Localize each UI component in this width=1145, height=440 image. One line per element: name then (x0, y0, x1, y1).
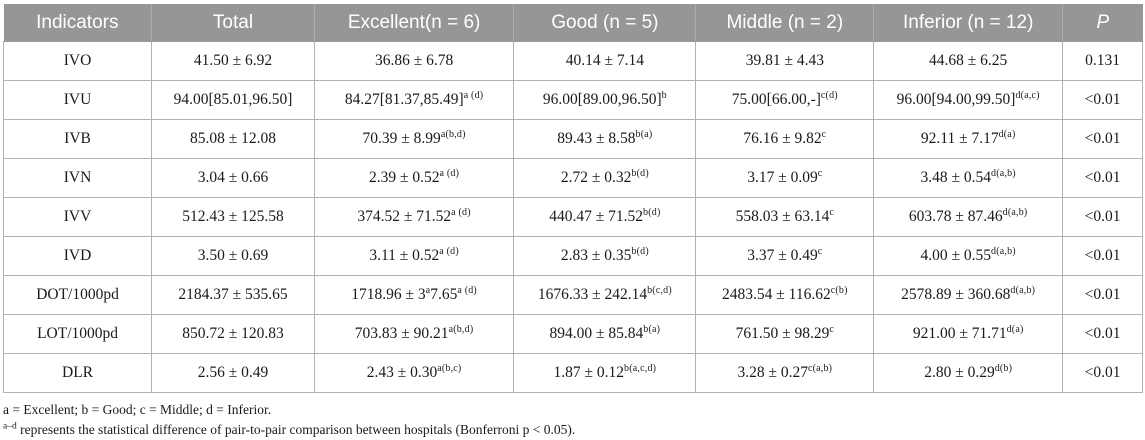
value-cell: 603.78 ± 87.46d(a,b) (873, 197, 1064, 237)
p-value-cell: <0.01 (1062, 236, 1143, 276)
value-cell: 850.72 ± 120.83 (151, 314, 315, 354)
value-cell: 89.43 ± 8.58b(a) (513, 119, 697, 159)
value-cell: 894.00 ± 85.84b(a) (513, 314, 697, 354)
value-cell: 2578.89 ± 360.68d(a,b) (873, 275, 1064, 315)
value-cell: 2.80 ± 0.29d(b) (873, 353, 1064, 393)
table-body: IVO 41.50 ± 6.92 36.86 ± 6.78 40.14 ± 7.14 3… (2, 41, 1143, 393)
value-cell: 76.16 ± 9.82c (695, 119, 875, 159)
value-cell: 921.00 ± 71.71d(a) (873, 314, 1064, 354)
p-value-cell: <0.01 (1062, 158, 1143, 198)
value-cell: 4.00 ± 0.55d(a,b) (873, 236, 1064, 276)
footnote-significance: a–d represents the statistical differenc… (3, 421, 576, 437)
value-cell: 2.72 ± 0.32b(d) (513, 158, 697, 198)
column-header-middle: Middle (n = 2) (695, 4, 875, 42)
p-value-cell: <0.01 (1062, 275, 1143, 315)
value-cell: 84.27[81.37,85.49]a (d) (313, 80, 515, 120)
value-cell: 85.08 ± 12.08 (151, 119, 315, 159)
value-cell: 2.39 ± 0.52a (d) (313, 158, 515, 198)
value-cell: 39.81 ± 4.43 (695, 41, 875, 81)
value-cell: 94.00[85.01,96.50] (151, 80, 315, 120)
summary-table: Indicators Total Excellent(n = 6) Good (… (2, 4, 1143, 393)
footnotes: a = Excellent; b = Good; c = Middle; d =… (3, 400, 1145, 440)
column-header-total: Total (151, 4, 315, 42)
value-cell: 40.14 ± 7.14 (513, 41, 697, 81)
value-cell: 41.50 ± 6.92 (151, 41, 315, 81)
p-value-cell: <0.01 (1062, 80, 1143, 120)
value-cell: 3.04 ± 0.66 (151, 158, 315, 198)
value-cell: 512.43 ± 125.58 (151, 197, 315, 237)
value-cell: 3.48 ± 0.54d(a,b) (873, 158, 1064, 198)
value-cell: 70.39 ± 8.99a(b,d) (313, 119, 515, 159)
table-row: LOT/1000pd 850.72 ± 120.83 703.83 ± 90.21a… (2, 314, 1143, 354)
value-cell: 3.28 ± 0.27c(a,b) (695, 353, 875, 393)
p-value-cell: <0.01 (1062, 353, 1143, 393)
indicator-cell: LOT/1000pd (2, 314, 153, 354)
value-cell: 3.11 ± 0.52a (d) (313, 236, 515, 276)
indicator-cell: IVO (2, 41, 153, 81)
value-cell: 2184.37 ± 535.65 (151, 275, 315, 315)
table-row: IVO 41.50 ± 6.92 36.86 ± 6.78 40.14 ± 7.14 3… (2, 41, 1143, 81)
table-row: IVD 3.50 ± 0.69 3.11 ± 0.52a (d) 2.83 ± 0.3… (2, 236, 1143, 276)
value-cell: 96.00[89.00,96.50]b (513, 80, 697, 120)
value-cell: 1676.33 ± 242.14b(c,d) (513, 275, 697, 315)
value-cell: 92.11 ± 7.17d(a) (873, 119, 1064, 159)
table-row: IVV 512.43 ± 125.58 374.52 ± 71.52a (d) 440… (2, 197, 1143, 237)
table-row: DOT/1000pd 2184.37 ± 535.65 1718.96 ± 3a7.… (2, 275, 1143, 315)
value-cell: 2.43 ± 0.30a(b,c) (313, 353, 515, 393)
p-value-cell: 0.131 (1062, 41, 1143, 81)
table-row: IVB 85.08 ± 12.08 70.39 ± 8.99a(b,d) 89.43 … (2, 119, 1143, 159)
column-header-inferior: Inferior (n = 12) (873, 4, 1064, 42)
indicator-cell: IVU (2, 80, 153, 120)
value-cell: 1.87 ± 0.12b(a,c,d) (513, 353, 697, 393)
indicator-cell: DLR (2, 353, 153, 393)
indicator-cell: DOT/1000pd (2, 275, 153, 315)
value-cell: 75.00[66.00,-]c(d) (695, 80, 875, 120)
value-cell: 703.83 ± 90.21a(b,d) (313, 314, 515, 354)
indicator-cell: IVV (2, 197, 153, 237)
value-cell: 558.03 ± 63.14c (695, 197, 875, 237)
indicator-cell: IVN (2, 158, 153, 198)
column-header-p: P (1062, 4, 1143, 42)
indicator-cell: IVB (2, 119, 153, 159)
value-cell: 3.50 ± 0.69 (151, 236, 315, 276)
p-value-cell: <0.01 (1062, 314, 1143, 354)
column-header-good: Good (n = 5) (513, 4, 697, 42)
value-cell: 2483.54 ± 116.62c(b) (695, 275, 875, 315)
value-cell: 2.56 ± 0.49 (151, 353, 315, 393)
table-row: DLR 2.56 ± 0.49 2.43 ± 0.30a(b,c) 1.87 ± 0.… (2, 353, 1143, 393)
table-header: Indicators Total Excellent(n = 6) Good (… (3, 4, 1143, 42)
value-cell: 374.52 ± 71.52a (d) (313, 197, 515, 237)
footnote-legend: a = Excellent; b = Good; c = Middle; d =… (3, 402, 272, 417)
value-cell: 36.86 ± 6.78 (313, 41, 515, 81)
value-cell: 44.68 ± 6.25 (873, 41, 1064, 81)
value-cell: 761.50 ± 98.29c (695, 314, 875, 354)
value-cell: 1718.96 ± 3a7.65a (d) (313, 275, 515, 315)
table-row: IVN 3.04 ± 0.66 2.39 ± 0.52a (d) 2.72 ± 0.3… (2, 158, 1143, 198)
p-value-cell: <0.01 (1062, 119, 1143, 159)
value-cell: 3.17 ± 0.09c (695, 158, 875, 198)
p-value-cell: <0.01 (1062, 197, 1143, 237)
value-cell: 2.83 ± 0.35b(d) (513, 236, 697, 276)
value-cell: 96.00[94.00,99.50]d(a,c) (873, 80, 1064, 120)
value-cell: 3.37 ± 0.49c (695, 236, 875, 276)
column-header-indicators: Indicators (3, 4, 153, 42)
value-cell: 440.47 ± 71.52b(d) (513, 197, 697, 237)
indicator-cell: IVD (2, 236, 153, 276)
table-row: IVU 94.00[85.01,96.50] 84.27[81.37,85.49]a… (2, 80, 1143, 120)
column-header-excellent: Excellent(n = 6) (314, 4, 515, 42)
